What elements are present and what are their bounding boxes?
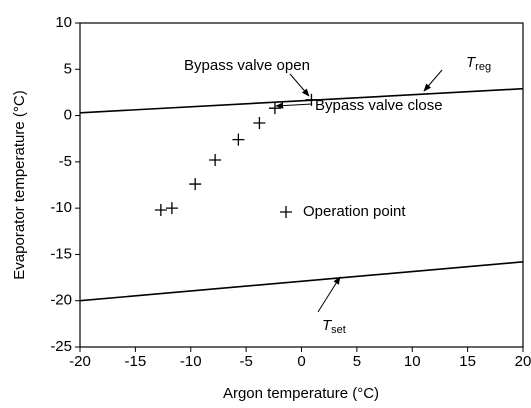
- line-label: Tset: [322, 317, 346, 336]
- y-tick-label: -20: [50, 292, 72, 309]
- annotation: Bypass valve close: [315, 97, 443, 114]
- point: [305, 93, 318, 106]
- annotation: Bypass valve open: [184, 57, 310, 74]
- x-tick-label: 10: [404, 353, 421, 370]
- line-label-main: T: [322, 317, 333, 334]
- arrow: [317, 276, 341, 313]
- x-tick-label: -5: [239, 353, 252, 370]
- y-tick-label: 0: [64, 107, 72, 124]
- x-tick-label: 20: [515, 353, 531, 370]
- point: [154, 203, 167, 216]
- line-label-main: T: [466, 54, 477, 71]
- arrow: [275, 102, 313, 109]
- line-label-sub: reg: [475, 61, 491, 73]
- y-axis-label: Evaporator temperature (°C): [11, 90, 28, 279]
- point: [253, 116, 266, 129]
- x-tick-label: -10: [180, 353, 202, 370]
- point: [165, 202, 178, 215]
- line: [79, 87, 524, 114]
- x-tick-label: -15: [125, 353, 147, 370]
- y-tick-label: -25: [50, 338, 72, 355]
- line: [79, 261, 524, 302]
- point: [209, 154, 222, 167]
- y-tick-label: 10: [55, 14, 72, 31]
- x-tick-label: 0: [297, 353, 305, 370]
- y-tick-label: -15: [50, 245, 72, 262]
- x-tick-label: 15: [459, 353, 476, 370]
- line-label: Treg: [466, 54, 491, 73]
- x-tick-label: 5: [353, 353, 361, 370]
- point: [232, 133, 245, 146]
- arrow: [423, 69, 443, 92]
- point: [268, 102, 281, 115]
- y-tick-label: -5: [59, 153, 72, 170]
- line-label-sub: set: [331, 324, 346, 336]
- point: [189, 178, 202, 191]
- y-tick-label: 5: [64, 60, 72, 77]
- legend-label: Operation point: [303, 203, 406, 220]
- x-tick-label: -20: [69, 353, 91, 370]
- y-tick-label: -10: [50, 199, 72, 216]
- arrow: [289, 73, 310, 97]
- legend-marker: [280, 206, 292, 218]
- x-axis-label: Argon temperature (°C): [223, 385, 379, 402]
